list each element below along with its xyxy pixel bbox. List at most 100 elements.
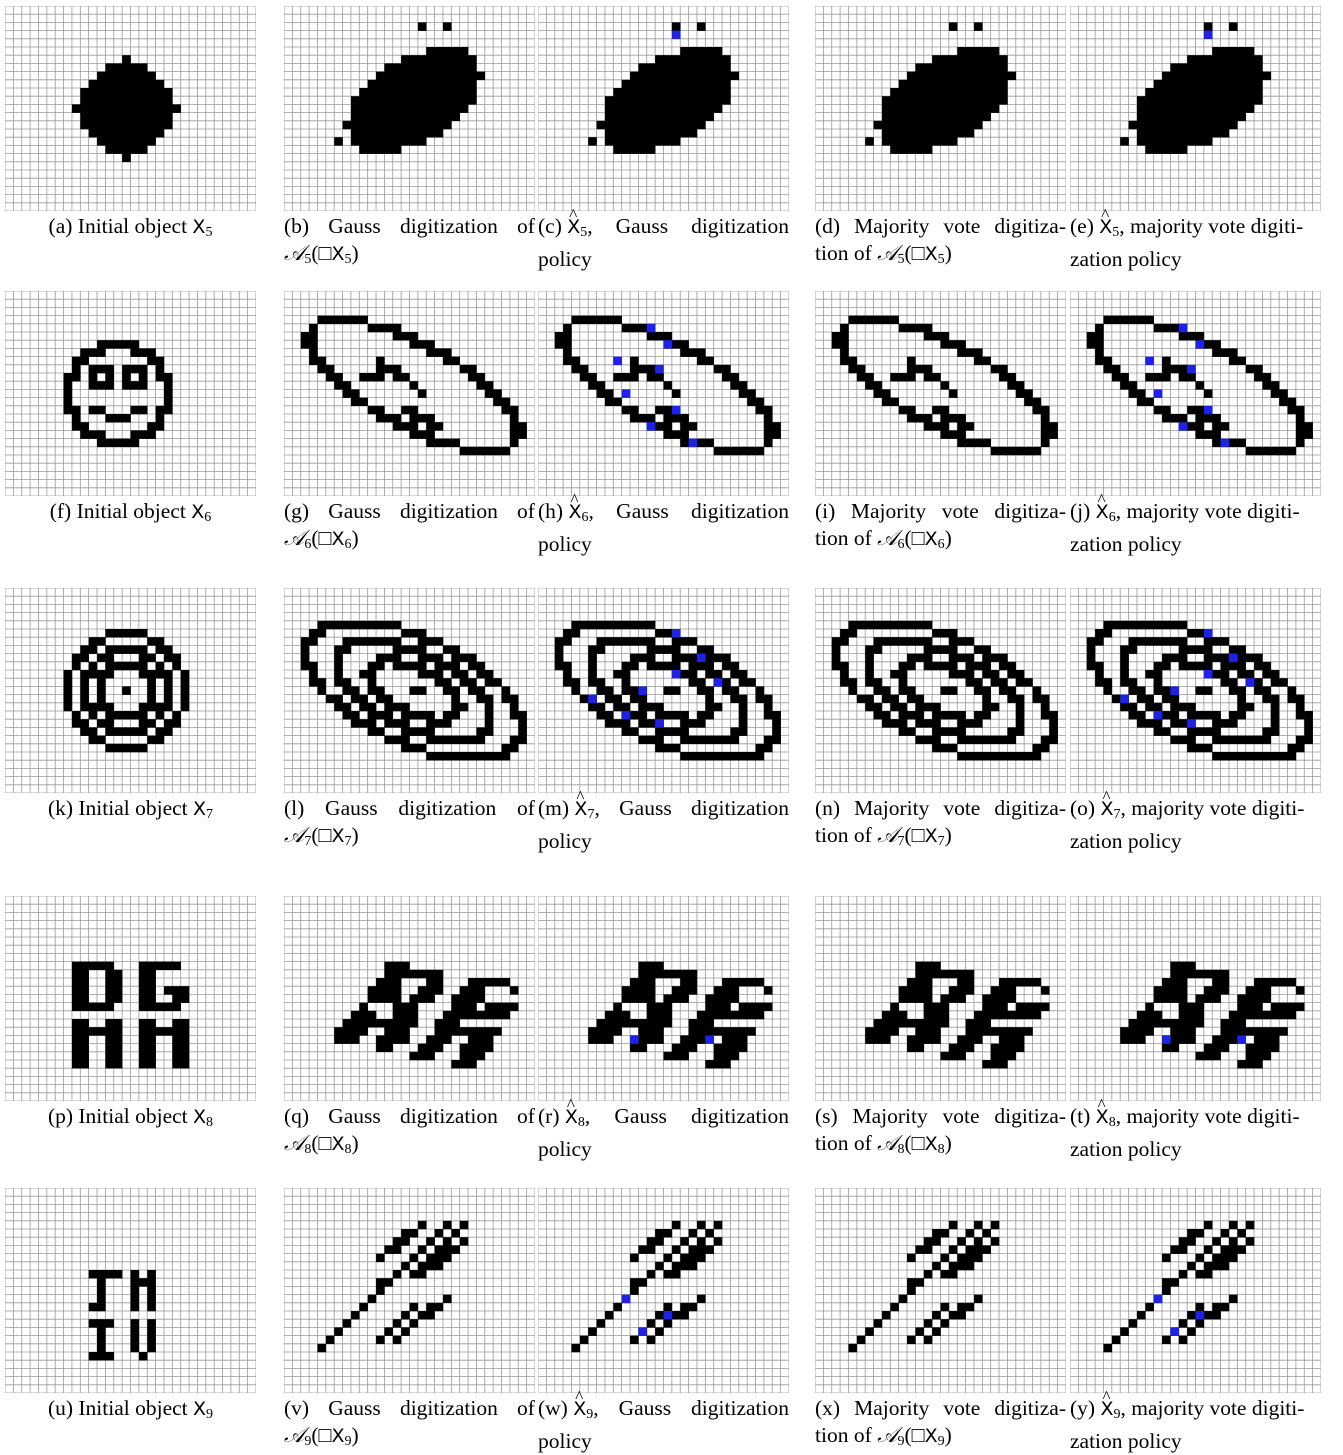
pixel-cell	[680, 978, 689, 987]
pixel-cell	[680, 1302, 689, 1312]
pixel-cell	[898, 678, 908, 687]
modified-pixel	[713, 678, 723, 687]
pixel-cell	[113, 79, 123, 89]
pixel-cell	[1212, 79, 1221, 89]
pixel-cell	[350, 1019, 360, 1028]
pixel-grid-image	[815, 896, 1066, 1101]
pixel-cell	[476, 1043, 486, 1053]
pixel-cell	[1095, 678, 1104, 687]
pixel-cell	[705, 63, 714, 72]
subfigure-caption: (t) X8, majority vote digiti-zation poli…	[1070, 1091, 1321, 1163]
pixel-cell	[646, 88, 656, 97]
pixel-cell	[948, 653, 958, 663]
pixel-cell	[948, 55, 958, 64]
pixel-cell	[898, 1294, 908, 1304]
pixel-cell	[865, 678, 874, 687]
pixel-cell	[1304, 430, 1313, 439]
pixel-cell	[172, 1019, 181, 1028]
pixel-cell	[105, 670, 115, 679]
pixel-cell	[1220, 661, 1230, 671]
pixel-cell	[172, 1002, 181, 1012]
pixel-cell	[180, 1027, 190, 1036]
pixel-cell	[865, 661, 874, 671]
pixel-cell	[1304, 711, 1313, 720]
pixel-cell	[663, 1319, 673, 1328]
pixel-cell	[1153, 373, 1163, 382]
pixel-cell	[646, 961, 656, 971]
pixel-cell	[155, 405, 165, 415]
pixel-cell	[1007, 661, 1017, 671]
modified-pixel	[1195, 1311, 1205, 1320]
pixel-cell	[417, 129, 427, 138]
pixel-cell	[147, 129, 156, 138]
pixel-cell	[409, 994, 419, 1003]
pixel-cell	[915, 112, 925, 122]
pixel-cell	[671, 661, 681, 671]
pixel-cell	[898, 323, 908, 333]
pixel-cell	[738, 446, 748, 456]
pixel-cell	[940, 1010, 950, 1020]
pixel-cell	[459, 96, 469, 105]
pixel-cell	[915, 637, 925, 646]
pixel-cell	[755, 978, 765, 987]
pixel-cell	[484, 1010, 494, 1020]
pixel-cell	[671, 653, 681, 663]
pixel-cell	[417, 1220, 427, 1230]
pixel-cell	[105, 719, 115, 728]
pixel-cell	[426, 1035, 435, 1044]
pixel-cell	[88, 735, 98, 745]
pixel-cell	[1220, 120, 1230, 130]
pixel-cell	[1007, 373, 1017, 382]
pixel-cell	[923, 1245, 933, 1254]
pixel-cell	[990, 653, 1000, 663]
pixel-cell	[376, 637, 385, 646]
pixel-cell	[1086, 332, 1096, 341]
pixel-cell	[501, 446, 511, 456]
pixel-cell	[113, 438, 123, 448]
pixel-cell	[1220, 1253, 1230, 1263]
pixel-cell	[1187, 702, 1196, 712]
pixel-cell	[359, 637, 368, 646]
pixel-cell	[122, 145, 131, 154]
pixel-cell	[384, 63, 394, 72]
pixel-cell	[376, 978, 385, 987]
pixel-cell	[401, 120, 410, 130]
pixel-cell	[1237, 994, 1246, 1003]
subfigure-y: (y) X9, majority vote digiti-zation poli…	[1070, 1188, 1321, 1455]
pixel-cell	[1237, 438, 1246, 448]
pixel-cell	[1262, 661, 1272, 671]
pixel-cell	[655, 71, 664, 81]
pixel-cell	[1015, 719, 1025, 728]
pixel-cell	[646, 1335, 656, 1345]
pixel-cell	[113, 629, 123, 638]
pixel-cell	[730, 1010, 740, 1020]
pixel-cell	[1178, 1002, 1188, 1012]
pixel-cell	[434, 969, 444, 979]
pixel-cell	[409, 743, 419, 753]
pixel-cell	[948, 629, 958, 638]
pixel-cell	[1111, 315, 1121, 325]
pixel-cell	[71, 1027, 81, 1036]
pixel-cell	[680, 1311, 689, 1320]
pixel-cell	[401, 1035, 410, 1044]
pixel-cell	[105, 1002, 115, 1012]
pixel-cell	[596, 1319, 606, 1328]
pixel-cell	[1220, 1302, 1230, 1312]
pixel-cell	[898, 620, 908, 630]
pixel-cell	[1262, 978, 1272, 987]
pixel-cell	[1136, 96, 1146, 105]
pixel-cell	[147, 994, 156, 1003]
pixel-cell	[122, 104, 131, 113]
pixel-cell	[999, 1060, 1008, 1069]
pixel-cell	[401, 645, 410, 654]
subfigure-caption: (q) Gauss digitization of 𝒜8(□X8)	[284, 1104, 535, 1157]
pixel-cell	[1245, 735, 1255, 745]
pixel-cell	[1270, 1027, 1280, 1036]
pixel-cell	[484, 752, 494, 761]
pixel-cell	[367, 405, 377, 415]
pixel-cell	[401, 79, 410, 89]
pixel-cell	[367, 129, 377, 138]
pixel-cell	[1178, 969, 1188, 979]
pixel-cell	[613, 88, 622, 97]
pixel-cell	[409, 1270, 419, 1279]
